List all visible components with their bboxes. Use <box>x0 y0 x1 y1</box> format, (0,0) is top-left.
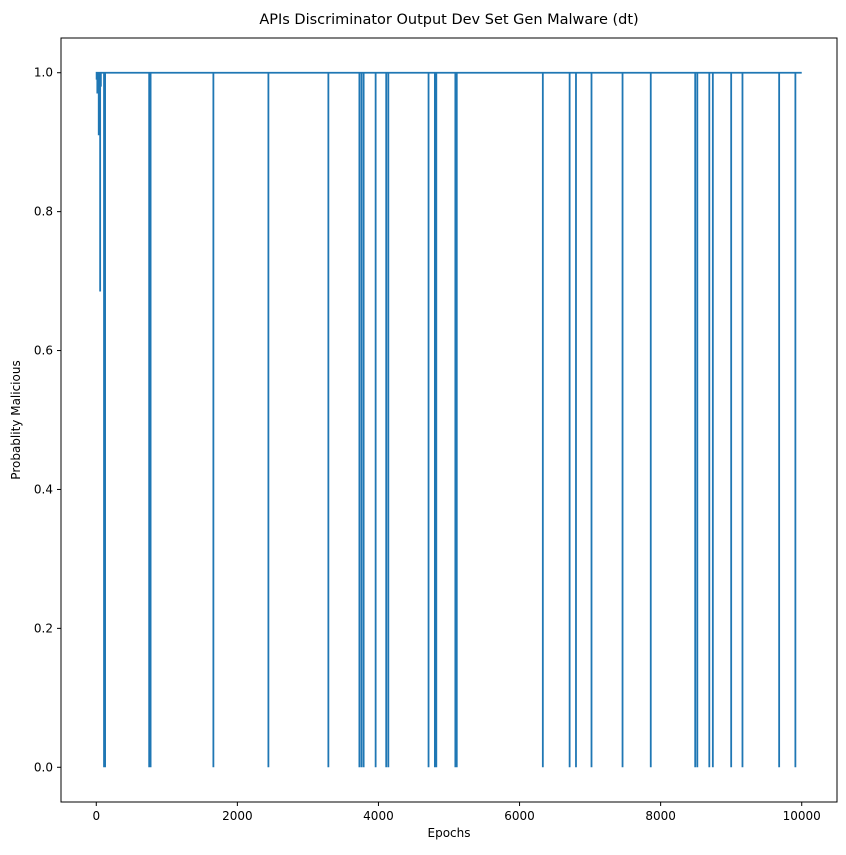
x-tick-label: 2000 <box>222 809 253 823</box>
chart-title: APIs Discriminator Output Dev Set Gen Ma… <box>259 12 638 28</box>
y-tick-label: 0.0 <box>34 760 53 774</box>
y-tick-label: 0.2 <box>34 621 53 635</box>
x-tick-label: 0 <box>92 809 100 823</box>
plot-area <box>60 37 838 803</box>
y-tick-label: 0.8 <box>34 205 53 219</box>
y-axis: 0.0 0.2 0.4 0.6 0.8 1.0 <box>34 66 61 774</box>
x-tick-label: 6000 <box>504 809 535 823</box>
axes-frame <box>60 37 838 803</box>
y-tick-label: 0.4 <box>34 482 53 496</box>
x-axis-label: Epochs <box>428 826 471 840</box>
x-tick-label: 4000 <box>363 809 394 823</box>
x-tick-label: 8000 <box>645 809 676 823</box>
y-tick-label: 1.0 <box>34 66 53 80</box>
y-tick-label: 0.6 <box>34 344 53 358</box>
x-tick-label: 10000 <box>783 809 821 823</box>
y-axis-label: Probablity Malicious <box>9 360 23 479</box>
series-line <box>95 71 802 768</box>
x-axis: 0 2000 4000 6000 8000 10000 <box>92 802 821 823</box>
series-group <box>95 71 802 768</box>
